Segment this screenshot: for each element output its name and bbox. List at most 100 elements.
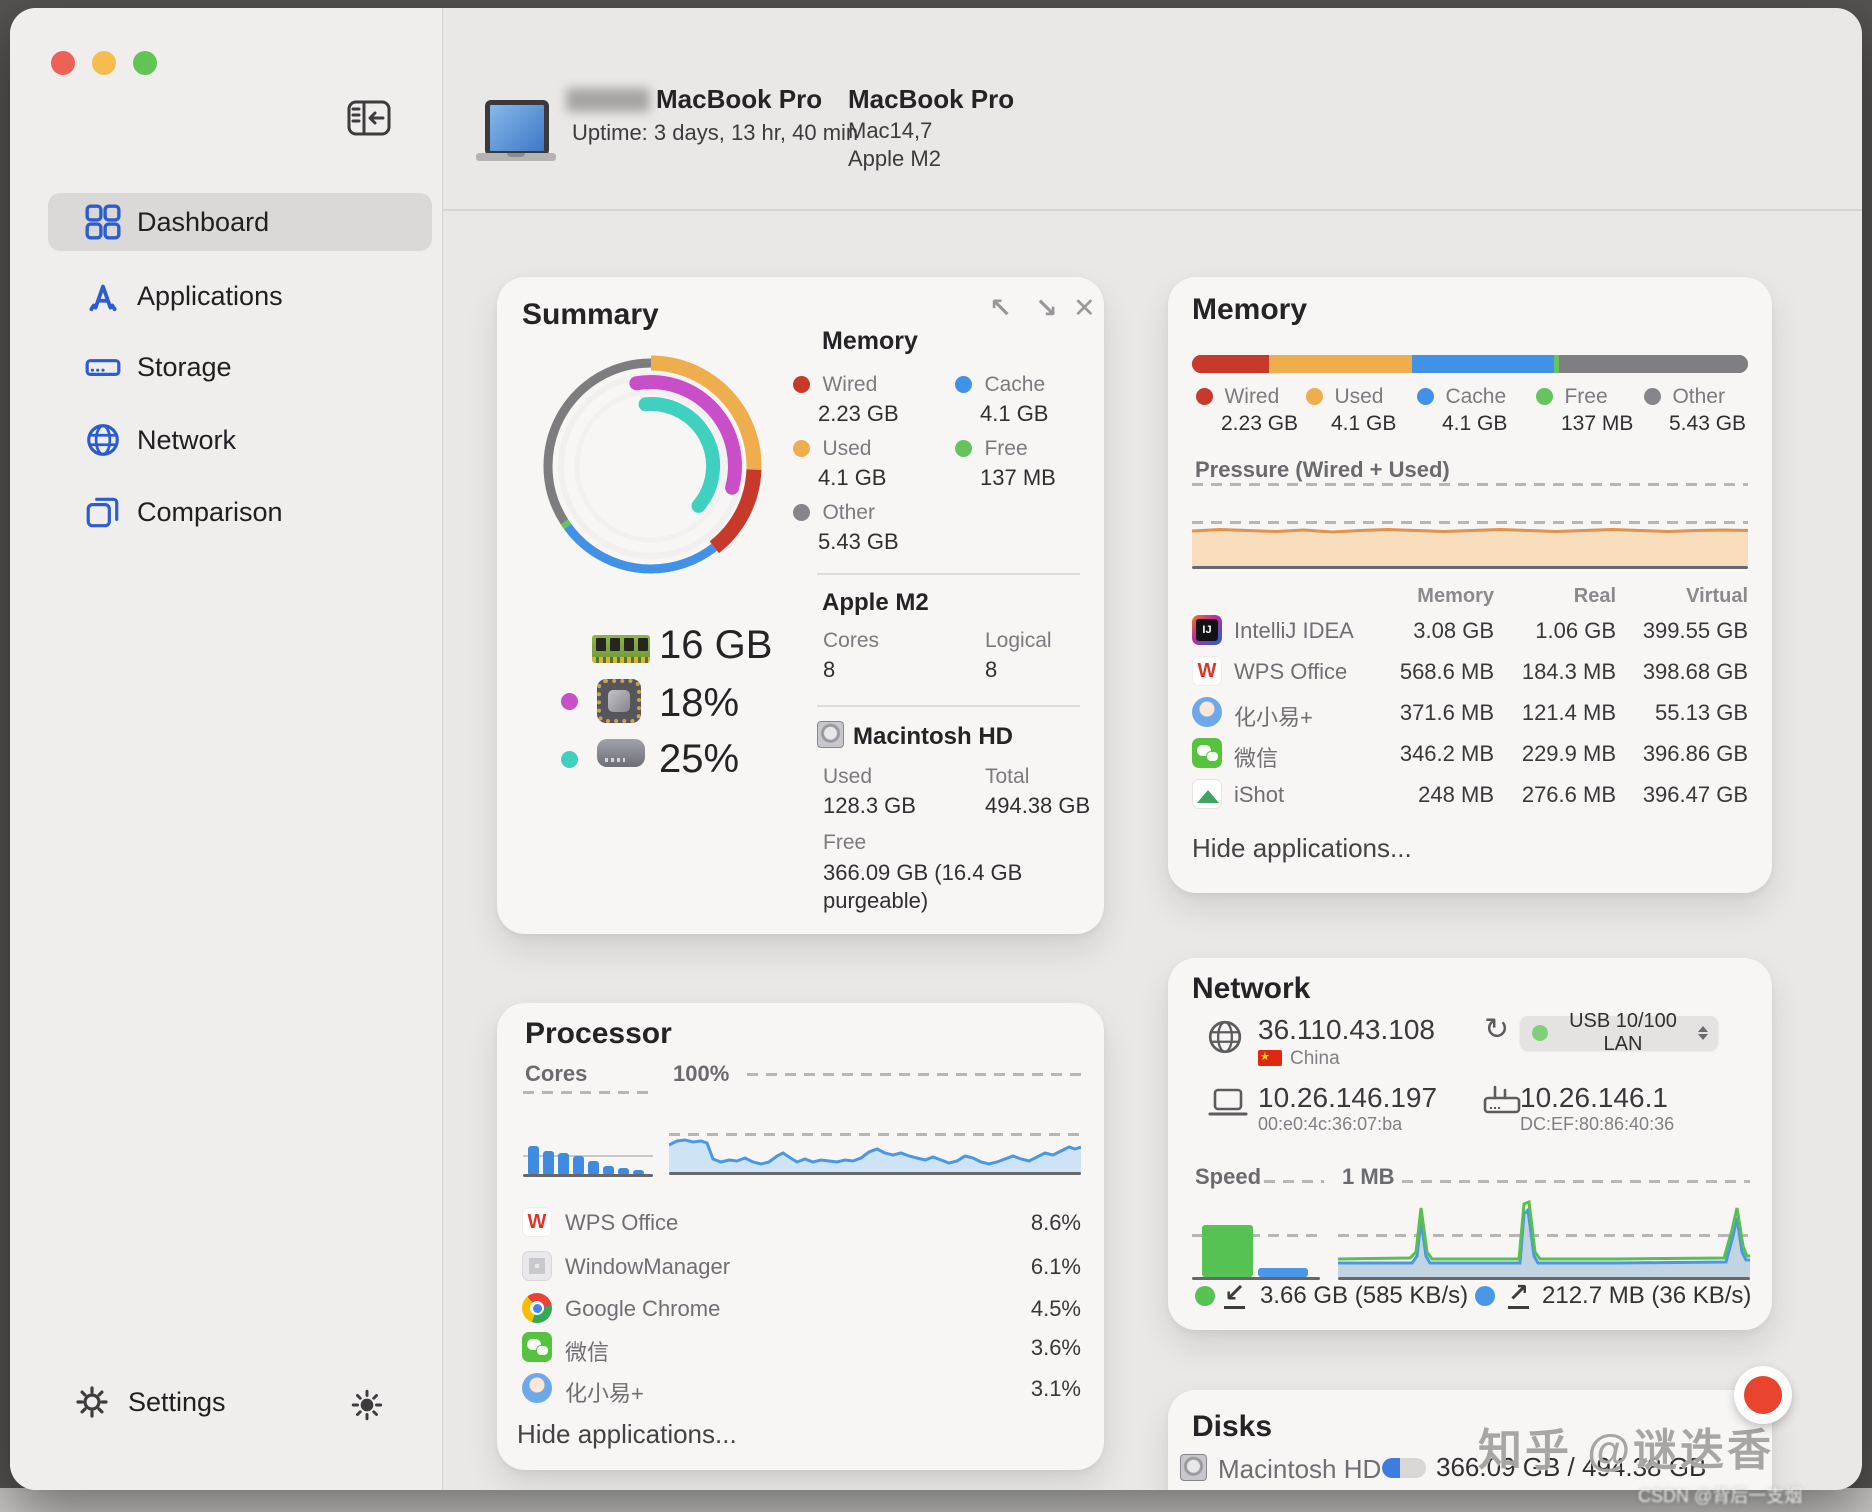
list-item[interactable]: WindowManager 6.1%	[497, 1249, 1104, 1287]
zoom-traffic-light[interactable]	[133, 51, 157, 75]
free-label: Free	[823, 831, 867, 854]
cpu-chip-icon	[597, 679, 641, 723]
device-title: MacBook Pro	[656, 84, 823, 114]
upload-arrow-icon: ↗	[1508, 1279, 1529, 1309]
gridline	[523, 1091, 653, 1094]
logical-label: Logical	[985, 629, 1052, 652]
disks-card: Disks Macintosh HD 366.09 GB / 494.38 GB	[1168, 1390, 1772, 1490]
router-ip: 10.26.146.1	[1520, 1082, 1668, 1113]
csdn-watermark: CSDN @背后一支烟	[1638, 1486, 1803, 1506]
table-row[interactable]: W WPS Office 568.6 MB 184.3 MB 398.68 GB	[1168, 654, 1772, 692]
disk-usage-pill	[1382, 1458, 1426, 1478]
wechat-icon	[1192, 738, 1222, 768]
other-dot	[1644, 388, 1661, 405]
gridline	[1402, 1180, 1750, 1183]
speed-label: Speed	[1195, 1164, 1262, 1189]
list-item[interactable]: Google Chrome 4.5%	[497, 1291, 1104, 1329]
sidebar-collapse-button[interactable]	[347, 100, 391, 136]
gridline	[747, 1073, 1081, 1076]
sidebar: Dashboard Applications	[10, 8, 443, 1490]
refresh-icon[interactable]: ↻	[1484, 1013, 1510, 1046]
hide-applications-link[interactable]: Hide applications...	[517, 1419, 737, 1449]
appearance-toggle-button[interactable]	[348, 1386, 386, 1424]
disk-usage: 25%	[659, 737, 740, 781]
sidebar-item-label: Network	[137, 424, 237, 455]
sidebar-item-dashboard[interactable]: Dashboard	[48, 193, 432, 251]
close-traffic-light[interactable]	[51, 51, 75, 75]
disk-drive-icon	[597, 739, 645, 767]
chevron-up-down-icon	[1698, 1026, 1708, 1040]
free-value: 366.09 GB (16.4 GB purgeable)	[823, 860, 1023, 913]
list-item[interactable]: 化小易+ 3.1%	[497, 1371, 1104, 1409]
model-identifier: Mac14,7	[848, 118, 933, 143]
storage-drive-icon	[84, 348, 122, 386]
core-usage-bar	[603, 1166, 614, 1174]
local-mac: 00:e0:4c:36:07:ba	[1258, 1114, 1403, 1134]
legend-item-free: Free 137 MB	[955, 437, 1105, 491]
memory-bar-segment-cache	[1411, 355, 1554, 373]
hide-applications-link[interactable]: Hide applications...	[1192, 833, 1412, 863]
cpu-usage: 18%	[659, 681, 740, 725]
list-item[interactable]: 微信 3.6%	[497, 1330, 1104, 1368]
sidebar-item-applications[interactable]: Applications	[48, 267, 432, 325]
sidebar-item-storage[interactable]: Storage	[48, 338, 432, 396]
close-icon[interactable]: ✕	[1073, 293, 1096, 323]
gridline	[1192, 521, 1748, 524]
local-ip: 10.26.146.197	[1258, 1082, 1438, 1113]
memory-usage-bar	[1192, 355, 1748, 373]
table-row[interactable]: 化小易+ 371.6 MB 121.4 MB 55.13 GB	[1168, 695, 1772, 733]
used-dot	[793, 440, 810, 457]
google-chrome-icon	[522, 1293, 552, 1323]
legend-item-wired: Wired 2.23 GB	[1196, 385, 1308, 436]
chip-section-title: Apple M2	[822, 589, 929, 616]
legend-item-other: Other 5.43 GB	[1644, 385, 1756, 436]
sidebar-item-label: Dashboard	[137, 206, 270, 237]
public-ip: 36.110.43.108	[1258, 1014, 1435, 1045]
record-button[interactable]	[1734, 1366, 1792, 1424]
table-row[interactable]: 微信 346.2 MB 229.9 MB 396.86 GB	[1168, 736, 1772, 774]
processor-card: Processor Cores 100% W WPS Office	[497, 1003, 1104, 1470]
wps-office-icon: W	[522, 1207, 552, 1237]
interface-select[interactable]: USB 10/100 LAN	[1520, 1010, 1718, 1055]
appstore-icon	[84, 277, 122, 315]
globe-icon	[1206, 1018, 1244, 1056]
list-item[interactable]: W WPS Office 8.6%	[497, 1205, 1104, 1243]
legend-item-wired: Wired 2.23 GB	[793, 373, 943, 427]
traffic-total-chart	[1192, 1196, 1324, 1280]
upload-total: 212.7 MB (36 KB/s)	[1542, 1282, 1752, 1309]
sidebar-item-comparison[interactable]: Comparison	[48, 483, 432, 541]
redacted-device-name	[566, 88, 650, 112]
upload-total-bar	[1258, 1268, 1308, 1277]
sidebar-item-settings[interactable]: Settings	[74, 1384, 226, 1420]
disks-title: Disks	[1192, 1410, 1273, 1443]
desktop-strip	[0, 1488, 1872, 1512]
comparison-layers-icon	[84, 493, 122, 531]
settings-label: Settings	[128, 1386, 226, 1417]
minimize-traffic-light[interactable]	[92, 51, 116, 75]
pressure-chart	[1192, 526, 1748, 566]
router-mac: DC:EF:80:86:40:36	[1520, 1114, 1675, 1134]
cache-dot	[1417, 388, 1434, 405]
chart-baseline	[523, 1174, 653, 1177]
legend-item-cache: Cache 4.1 GB	[1417, 385, 1529, 436]
legend-item-used: Used 4.1 GB	[793, 437, 943, 491]
sidebar-item-label: Applications	[137, 280, 283, 311]
cache-dot	[955, 376, 972, 393]
volume-icon	[817, 721, 844, 748]
column-header-memory: Memory	[1417, 585, 1494, 607]
wired-dot	[1196, 388, 1213, 405]
download-dot	[1195, 1286, 1215, 1306]
app-window: Dashboard Applications	[10, 8, 1862, 1490]
gridline	[1264, 1180, 1324, 1183]
table-row[interactable]: IJ IntelliJ IDEA 3.08 GB 1.06 GB 399.55 …	[1168, 613, 1772, 651]
column-header-real: Real	[1573, 585, 1616, 607]
collapse-icon[interactable]: ↘	[1035, 293, 1058, 323]
download-total: 3.66 GB (585 KB/s)	[1260, 1282, 1469, 1309]
table-row[interactable]: iShot 248 MB 276.6 MB 396.47 GB	[1168, 777, 1772, 815]
expand-icon[interactable]: ↖	[989, 293, 1012, 323]
scale-label: 100%	[673, 1061, 730, 1086]
total-label: Total	[985, 765, 1030, 788]
chart-baseline	[669, 1172, 1081, 1175]
sidebar-item-network[interactable]: Network	[48, 411, 432, 469]
model-name: MacBook Pro	[848, 84, 1015, 114]
